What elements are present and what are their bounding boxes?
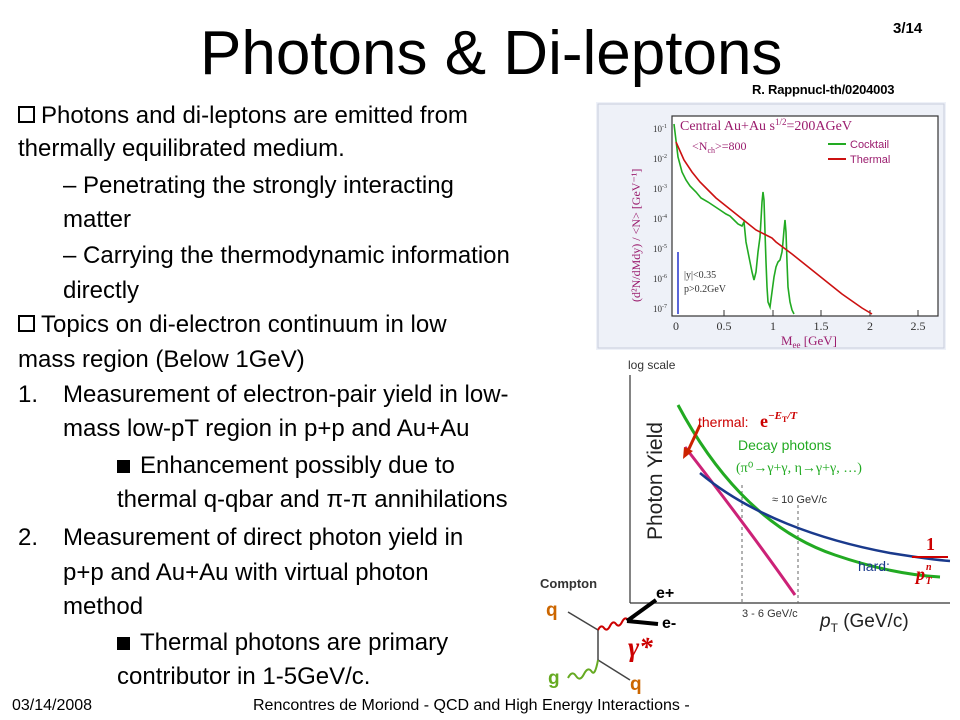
legend-thermal-label: Thermal <box>850 154 890 166</box>
square-bullet-icon <box>18 315 35 332</box>
rapidity-cut: |y|<0.35 <box>684 270 716 281</box>
photon-yield-schematic: log scale Photon Yield pT (GeV/c) 3 - 6 … <box>628 358 951 635</box>
hard-curve <box>699 472 951 563</box>
slide-title: Photons & Di-leptons <box>200 19 783 88</box>
legend-cocktail-label: Cocktail <box>850 139 889 151</box>
cocktail-curve <box>673 123 795 315</box>
range-label: 3 - 6 GeV/c <box>742 608 798 620</box>
virtual-photon-label: γ* <box>628 632 653 662</box>
thermal-curve <box>675 141 873 315</box>
numbered-1-sub-line-1: Enhancement possibly due to <box>140 452 455 479</box>
thermal-formula: e−ET/T <box>760 410 798 431</box>
numbered-2-line-2: p+p and Au+Au with virtual photon <box>63 559 429 586</box>
approx-label: ≈ 10 GeV/c <box>772 494 827 506</box>
quark-line-in <box>567 611 599 631</box>
electron-line <box>626 619 659 626</box>
electron-label: e- <box>662 615 676 632</box>
reference-citation: R. Rappnucl-th/0204003 <box>752 82 895 97</box>
bullet-1-line-1: Photons and di-leptons are emitted from <box>41 102 468 129</box>
numbered-2-sub-line-2: contributor in 1-5GeV/c. <box>117 663 371 690</box>
y-tick-label: 10-7 <box>653 304 667 314</box>
decay-detail: (π⁰→γ+γ, η→γ+γ, …) <box>736 461 862 476</box>
filled-square-bullet-icon <box>117 460 130 473</box>
bullet-1-sub-1-line-2: matter <box>63 206 132 233</box>
y-axis-label: Photon Yield <box>644 422 667 540</box>
x-tick-label: 0.5 <box>717 319 732 333</box>
thermal-arrow <box>685 424 702 454</box>
gluon-label: g <box>548 668 560 689</box>
numbered-2-line-3: method <box>63 593 144 620</box>
pt-cut: p>0.2GeV <box>684 284 727 295</box>
bullet-1-line-2: thermally equilibrated medium. <box>18 135 345 162</box>
hard-formula-denominator: pn T <box>914 562 933 587</box>
bullet-1-sub-2-line-2: directly <box>63 277 140 304</box>
bullet-1: Photons and di-leptons are emitted from <box>18 101 468 131</box>
footer-conference: Rencontres de Moriond - QCD and High Ene… <box>253 697 690 714</box>
hard-label: hard: <box>858 558 890 574</box>
footer-date: 03/14/2008 <box>12 697 93 714</box>
numbered-2-sub-line-1: Thermal photons are primary <box>140 629 449 656</box>
thermal-curve <box>683 446 797 596</box>
thermal-label: thermal: <box>698 414 749 430</box>
numbered-1-num: 1. <box>18 381 39 408</box>
x-tick-label: 1.5 <box>814 319 829 333</box>
filled-square-bullet-icon <box>117 637 130 650</box>
x-tick-label: 1 <box>770 319 776 333</box>
numbered-2-line-1: Measurement of direct photon yield in <box>63 524 464 551</box>
numbered-2-num: 2. <box>18 524 39 551</box>
y-tick-label: 10-4 <box>653 214 667 224</box>
positron-line <box>625 598 658 623</box>
plot-frame <box>671 115 939 317</box>
plot-header: Central Au+Au s1/2=200AGeV <box>680 117 852 134</box>
virtual-photon-line <box>597 617 629 631</box>
bullet-1-sub-2-line-1: – Carrying the thermodynamic information <box>63 242 510 269</box>
positron-label: e+ <box>656 585 674 602</box>
quark-out-label: q <box>630 674 642 695</box>
y-tick-label: 10-6 <box>653 274 667 284</box>
x-tick-label: 0 <box>673 319 679 333</box>
quark-in-label: q <box>546 600 558 621</box>
x-axis-label: pT (GeV/c) <box>819 611 909 635</box>
decay-label: Decay photons <box>738 437 831 453</box>
numbered-1-line-2: mass low-pT region in p+p and Au+Au <box>63 415 470 442</box>
numbered-2-sub: Thermal photons are primary <box>117 628 448 658</box>
y-tick-label: 10-3 <box>653 184 667 194</box>
bullet-2-line-1: Topics on di-electron continuum in low <box>41 311 447 338</box>
gluon-line <box>567 659 599 680</box>
x-axis-label: Mee [GeV] <box>781 333 837 350</box>
y-tick-label: 10-2 <box>653 154 667 164</box>
numbered-1-sub: Enhancement possibly due to <box>117 451 455 481</box>
nch-label: <Nch>=800 <box>692 139 747 155</box>
figure-border <box>597 103 945 349</box>
bullet-2: Topics on di-electron continuum in low <box>18 310 447 340</box>
log-scale-label: log scale <box>628 358 676 372</box>
quark-line-out <box>597 659 631 681</box>
decay-curve <box>676 404 941 579</box>
numbered-1-sub-line-2: thermal q-qbar and π-π annihilations <box>117 486 508 513</box>
bullet-2-line-2: mass region (Below 1GeV) <box>18 346 305 373</box>
compton-label: Compton <box>540 576 597 591</box>
hard-formula-numerator: 1 <box>926 534 935 554</box>
bullet-1-sub-1-line-1: – Penetrating the strongly interacting <box>63 172 454 199</box>
y-tick-label: 10-1 <box>653 124 667 134</box>
thermal-arrow-head-icon <box>683 447 693 459</box>
y-axis-label: (d²N/dMdy) / <N> [GeV⁻¹] <box>629 169 643 302</box>
numbered-1-line-1: Measurement of electron-pair yield in lo… <box>63 381 509 408</box>
x-tick-label: 2.5 <box>911 319 926 333</box>
page-number: 3/14 <box>893 20 923 37</box>
y-tick-label: 10-5 <box>653 244 667 254</box>
x-tick-label: 2 <box>867 319 873 333</box>
square-bullet-icon <box>18 106 35 123</box>
compton-feynman-diagram: Compton q g q γ* e+ e- <box>540 576 676 695</box>
dilepton-mass-spectrum-figure: 10-1 10-2 10-3 10-4 10-5 10-6 10-7 0 0.5… <box>596 102 946 350</box>
